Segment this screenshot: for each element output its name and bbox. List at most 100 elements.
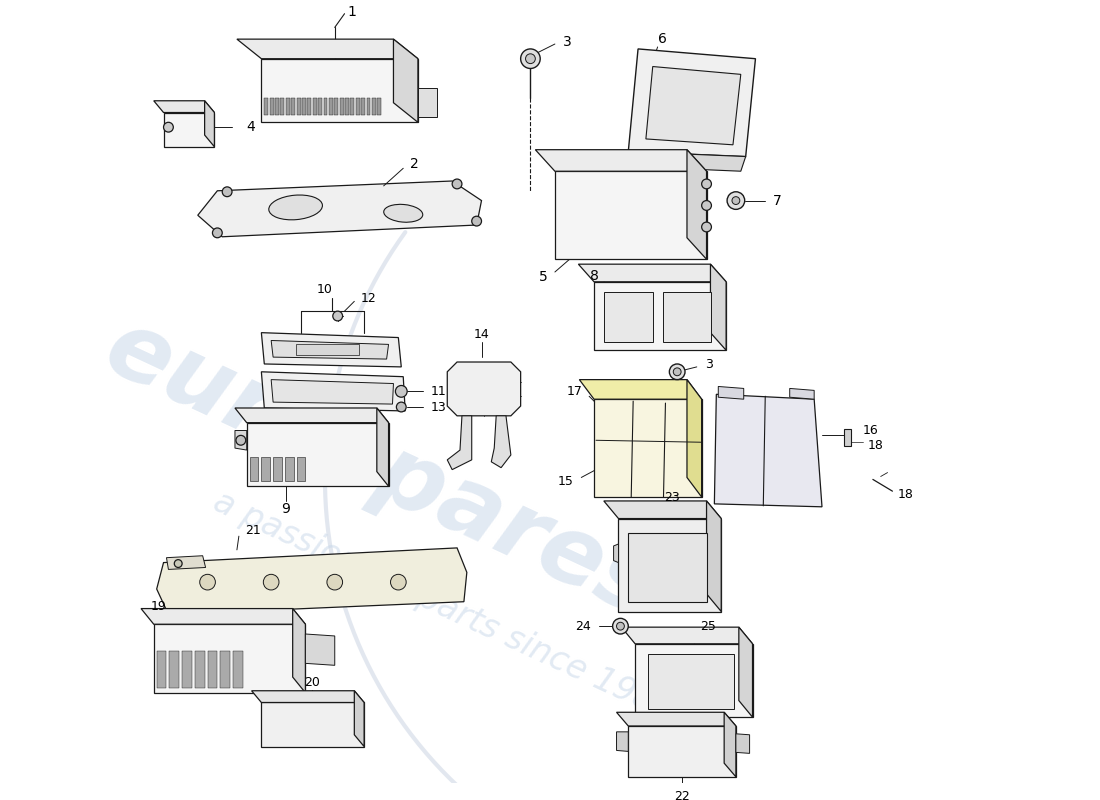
Polygon shape: [235, 430, 246, 450]
Polygon shape: [141, 609, 306, 624]
Bar: [280, 98, 285, 115]
Polygon shape: [594, 282, 726, 350]
Bar: [345, 98, 349, 115]
Bar: [418, 88, 438, 118]
Circle shape: [670, 364, 685, 380]
Text: 13: 13: [430, 401, 447, 414]
Bar: [296, 344, 360, 355]
Polygon shape: [262, 333, 402, 367]
Bar: [377, 98, 382, 115]
Polygon shape: [205, 101, 214, 146]
Bar: [648, 654, 734, 710]
Text: 7: 7: [773, 194, 782, 207]
Polygon shape: [621, 627, 752, 644]
Circle shape: [520, 49, 540, 69]
Text: 20: 20: [305, 677, 320, 690]
Bar: [156, 650, 166, 688]
Circle shape: [327, 574, 342, 590]
Circle shape: [472, 216, 482, 226]
Bar: [286, 98, 289, 115]
Text: 17: 17: [566, 385, 582, 398]
Circle shape: [390, 574, 406, 590]
Bar: [292, 98, 295, 115]
Text: eurospares: eurospares: [90, 302, 671, 638]
Polygon shape: [154, 101, 215, 113]
Polygon shape: [448, 362, 520, 416]
Polygon shape: [626, 152, 746, 171]
Polygon shape: [236, 39, 418, 58]
Bar: [220, 650, 230, 688]
Polygon shape: [616, 712, 736, 726]
Bar: [270, 98, 274, 115]
Polygon shape: [262, 372, 405, 411]
Bar: [297, 457, 306, 482]
Polygon shape: [714, 394, 822, 507]
Polygon shape: [164, 113, 215, 146]
Polygon shape: [235, 408, 388, 422]
Bar: [264, 98, 268, 115]
Text: 4: 4: [246, 120, 255, 134]
Text: 5: 5: [539, 270, 548, 284]
Bar: [366, 98, 371, 115]
Bar: [233, 650, 243, 688]
Polygon shape: [604, 501, 722, 518]
Circle shape: [212, 228, 222, 238]
Text: 16: 16: [864, 424, 879, 437]
Text: 3: 3: [705, 358, 713, 371]
Polygon shape: [377, 408, 388, 486]
Polygon shape: [594, 399, 702, 497]
Text: 2: 2: [410, 158, 419, 171]
Polygon shape: [790, 389, 814, 399]
Polygon shape: [618, 518, 722, 611]
Bar: [340, 98, 343, 115]
Bar: [195, 650, 205, 688]
Bar: [334, 98, 338, 115]
Bar: [273, 457, 282, 482]
Bar: [361, 98, 365, 115]
Bar: [844, 429, 851, 446]
Circle shape: [174, 560, 183, 567]
Polygon shape: [306, 634, 334, 666]
Circle shape: [673, 368, 681, 376]
Text: 22: 22: [674, 790, 690, 800]
Polygon shape: [635, 644, 752, 717]
Polygon shape: [252, 690, 364, 702]
Bar: [628, 534, 706, 602]
Text: 25: 25: [700, 620, 716, 633]
Circle shape: [263, 574, 279, 590]
Bar: [250, 457, 258, 482]
Ellipse shape: [268, 195, 322, 220]
Circle shape: [395, 386, 407, 398]
Circle shape: [616, 622, 625, 630]
Polygon shape: [492, 416, 510, 468]
Polygon shape: [706, 501, 722, 611]
Bar: [262, 457, 271, 482]
Polygon shape: [554, 171, 706, 259]
Polygon shape: [262, 58, 418, 122]
Polygon shape: [272, 380, 394, 404]
Bar: [297, 98, 300, 115]
Polygon shape: [262, 702, 364, 746]
Text: 8: 8: [590, 269, 598, 283]
Bar: [662, 291, 712, 342]
Bar: [169, 650, 179, 688]
Polygon shape: [154, 624, 306, 693]
Bar: [355, 98, 360, 115]
Bar: [275, 98, 279, 115]
Polygon shape: [616, 732, 628, 751]
Text: 12: 12: [361, 292, 377, 305]
Bar: [183, 650, 191, 688]
Bar: [312, 98, 317, 115]
Circle shape: [396, 402, 406, 412]
Polygon shape: [688, 150, 706, 259]
Circle shape: [613, 618, 628, 634]
Circle shape: [222, 187, 232, 197]
Bar: [372, 98, 376, 115]
Bar: [351, 98, 354, 115]
Text: 23: 23: [664, 490, 680, 503]
Text: 9: 9: [282, 502, 290, 516]
Polygon shape: [536, 150, 706, 171]
Text: 6: 6: [658, 32, 667, 46]
Bar: [329, 98, 333, 115]
Polygon shape: [448, 416, 472, 470]
